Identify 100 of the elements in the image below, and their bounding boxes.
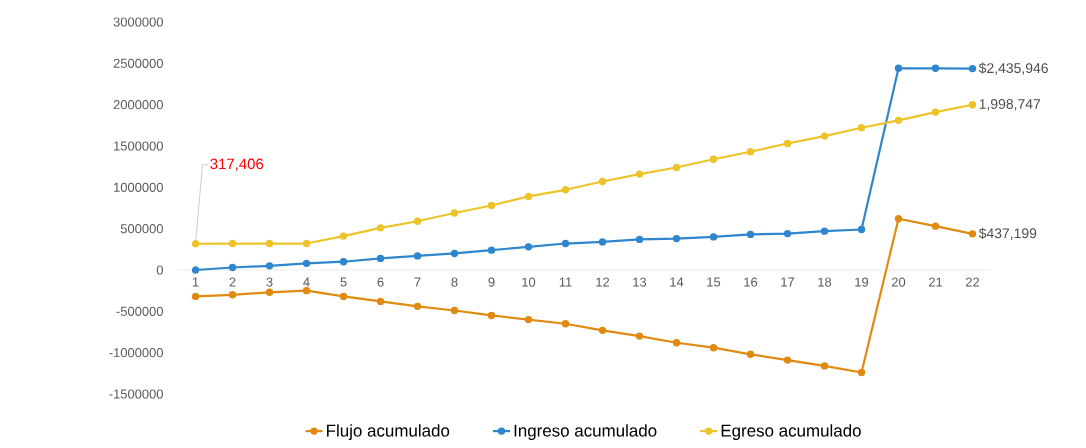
point bbox=[820, 362, 829, 370]
point bbox=[265, 239, 274, 248]
y-tick-label: 3000000 bbox=[113, 17, 163, 27]
point bbox=[450, 306, 459, 315]
x-tick-label: 2 bbox=[229, 277, 236, 287]
annotation: $437,199 bbox=[978, 227, 1037, 240]
point bbox=[487, 246, 496, 254]
point bbox=[931, 108, 940, 116]
point bbox=[524, 243, 533, 251]
point bbox=[746, 350, 755, 358]
point bbox=[968, 230, 977, 238]
point bbox=[228, 239, 237, 248]
point bbox=[709, 155, 718, 163]
point bbox=[524, 192, 533, 201]
point bbox=[783, 229, 792, 238]
point bbox=[191, 266, 200, 274]
point bbox=[635, 235, 644, 244]
point bbox=[265, 288, 274, 296]
point bbox=[561, 186, 570, 194]
point bbox=[894, 116, 903, 125]
point bbox=[598, 177, 607, 186]
point bbox=[228, 291, 237, 299]
point bbox=[302, 286, 311, 295]
x-tick-label: 1 bbox=[192, 277, 199, 287]
point bbox=[561, 320, 570, 328]
x-tick-label: 3 bbox=[266, 277, 273, 287]
x-tick-label: 19 bbox=[855, 277, 869, 287]
y-tick-label: 2000000 bbox=[113, 100, 163, 110]
x-tick-label: 6 bbox=[377, 277, 384, 287]
annotation: 1,998,747 bbox=[979, 98, 1041, 111]
point bbox=[487, 311, 496, 320]
point bbox=[487, 201, 496, 210]
point bbox=[339, 232, 348, 240]
point bbox=[376, 224, 385, 232]
point bbox=[857, 225, 866, 234]
x-tick-label: 12 bbox=[596, 277, 610, 287]
point bbox=[376, 297, 385, 306]
x-tick-label: 7 bbox=[414, 277, 421, 287]
point bbox=[339, 258, 348, 266]
x-tick-label: 20 bbox=[891, 277, 906, 287]
point bbox=[894, 215, 903, 223]
x-tick-label: 16 bbox=[744, 277, 758, 287]
point bbox=[302, 239, 311, 248]
point bbox=[820, 227, 829, 235]
legend-label: Egreso acumulado bbox=[721, 424, 861, 440]
point bbox=[598, 238, 607, 246]
y-tick-label: 0 bbox=[156, 265, 163, 275]
point bbox=[413, 217, 422, 225]
point bbox=[635, 332, 644, 340]
point bbox=[413, 302, 422, 311]
x-tick-label: 8 bbox=[451, 277, 458, 287]
point bbox=[228, 263, 237, 272]
y-tick-label: 1500000 bbox=[114, 141, 163, 151]
point bbox=[857, 368, 866, 377]
y-tick-label: 1000000 bbox=[114, 182, 163, 192]
x-tick-label: 18 bbox=[818, 277, 832, 287]
point bbox=[524, 315, 533, 324]
annotation: $2,435,946 bbox=[978, 62, 1048, 75]
x-tick-label: 11 bbox=[559, 277, 572, 287]
point bbox=[894, 64, 903, 72]
point bbox=[561, 239, 570, 248]
point bbox=[746, 148, 755, 156]
point bbox=[709, 233, 718, 241]
x-tick-label: 13 bbox=[633, 277, 647, 287]
point bbox=[339, 292, 348, 301]
point bbox=[709, 344, 718, 352]
point bbox=[302, 259, 311, 268]
y-tick-label: 500000 bbox=[120, 224, 163, 234]
point bbox=[783, 139, 792, 148]
y-tick-label: 2500000 bbox=[113, 58, 163, 68]
point bbox=[265, 262, 274, 270]
x-tick-label: 17 bbox=[781, 277, 795, 287]
x-tick-label: 21 bbox=[928, 277, 943, 287]
point bbox=[450, 249, 459, 258]
y-tick-label: -500000 bbox=[116, 306, 163, 316]
point bbox=[968, 64, 977, 73]
point bbox=[672, 163, 681, 172]
point bbox=[191, 240, 200, 248]
x-tick-label: 5 bbox=[340, 277, 347, 287]
point bbox=[413, 252, 422, 260]
x-tick-label: 14 bbox=[670, 277, 684, 287]
point bbox=[857, 124, 866, 132]
x-tick-label: 10 bbox=[522, 277, 536, 287]
x-tick-label: 15 bbox=[707, 277, 721, 287]
point bbox=[191, 292, 200, 301]
point bbox=[672, 339, 681, 347]
point bbox=[376, 254, 385, 263]
point bbox=[820, 132, 829, 140]
point bbox=[450, 209, 459, 217]
point bbox=[672, 234, 681, 243]
point bbox=[746, 230, 755, 239]
x-tick-label: 9 bbox=[488, 277, 495, 287]
annotation: 317,406 bbox=[210, 158, 264, 171]
legend-label: Ingreso acumulado bbox=[514, 424, 657, 440]
point bbox=[968, 101, 977, 109]
point bbox=[635, 170, 644, 178]
point bbox=[598, 326, 607, 335]
y-tick-label: -1000000 bbox=[109, 348, 163, 358]
x-tick-label: 22 bbox=[965, 277, 980, 287]
point bbox=[931, 64, 940, 72]
